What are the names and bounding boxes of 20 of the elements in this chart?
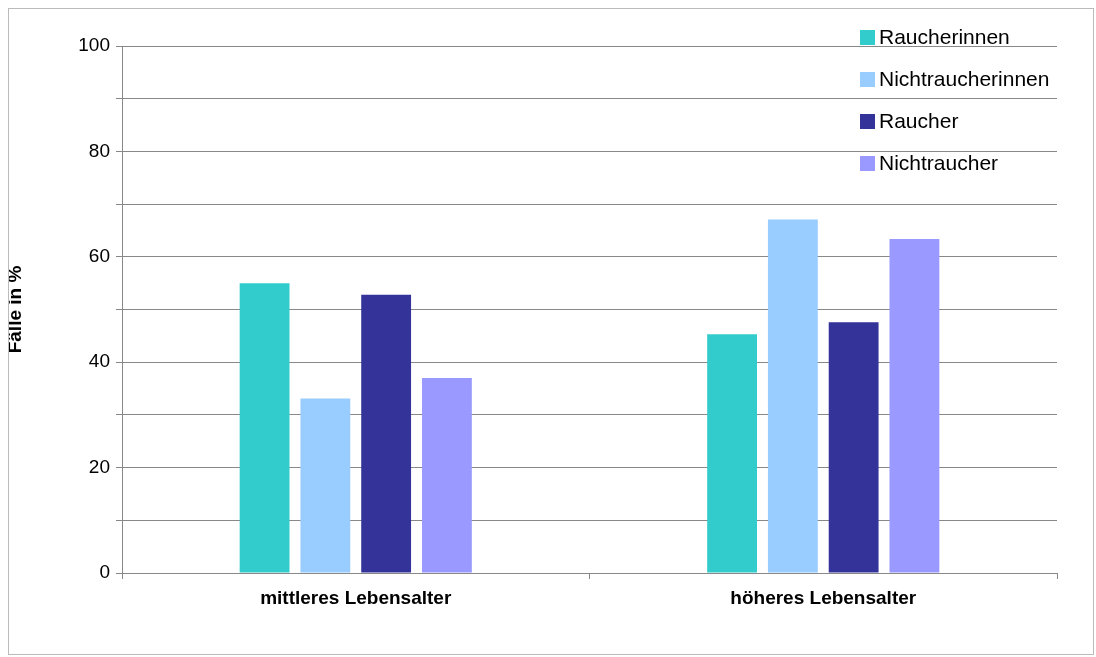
legend-label: Raucherinnen <box>879 25 1010 49</box>
bar <box>300 398 351 573</box>
y-tick-label: 80 <box>88 139 110 161</box>
y-tick-label: 0 <box>99 561 110 583</box>
y-tick-label: 100 <box>78 34 110 56</box>
bar <box>707 334 758 573</box>
bar <box>422 378 472 573</box>
y-tick-label: 60 <box>88 245 110 267</box>
bar <box>361 294 412 573</box>
bar <box>889 238 940 573</box>
legend-label: Nichtraucherinnen <box>879 67 1050 91</box>
legend-label: Nichtraucher <box>879 151 999 175</box>
legend-label: Raucher <box>879 109 959 133</box>
x-tick-label: mittleres Lebensalter <box>260 586 452 608</box>
x-tick-label: höheres Lebensalter <box>730 586 917 608</box>
bar <box>767 219 818 573</box>
y-tick-label: 20 <box>88 455 110 477</box>
bar <box>828 322 879 573</box>
bar <box>239 283 290 573</box>
y-tick-label: 40 <box>88 350 110 372</box>
